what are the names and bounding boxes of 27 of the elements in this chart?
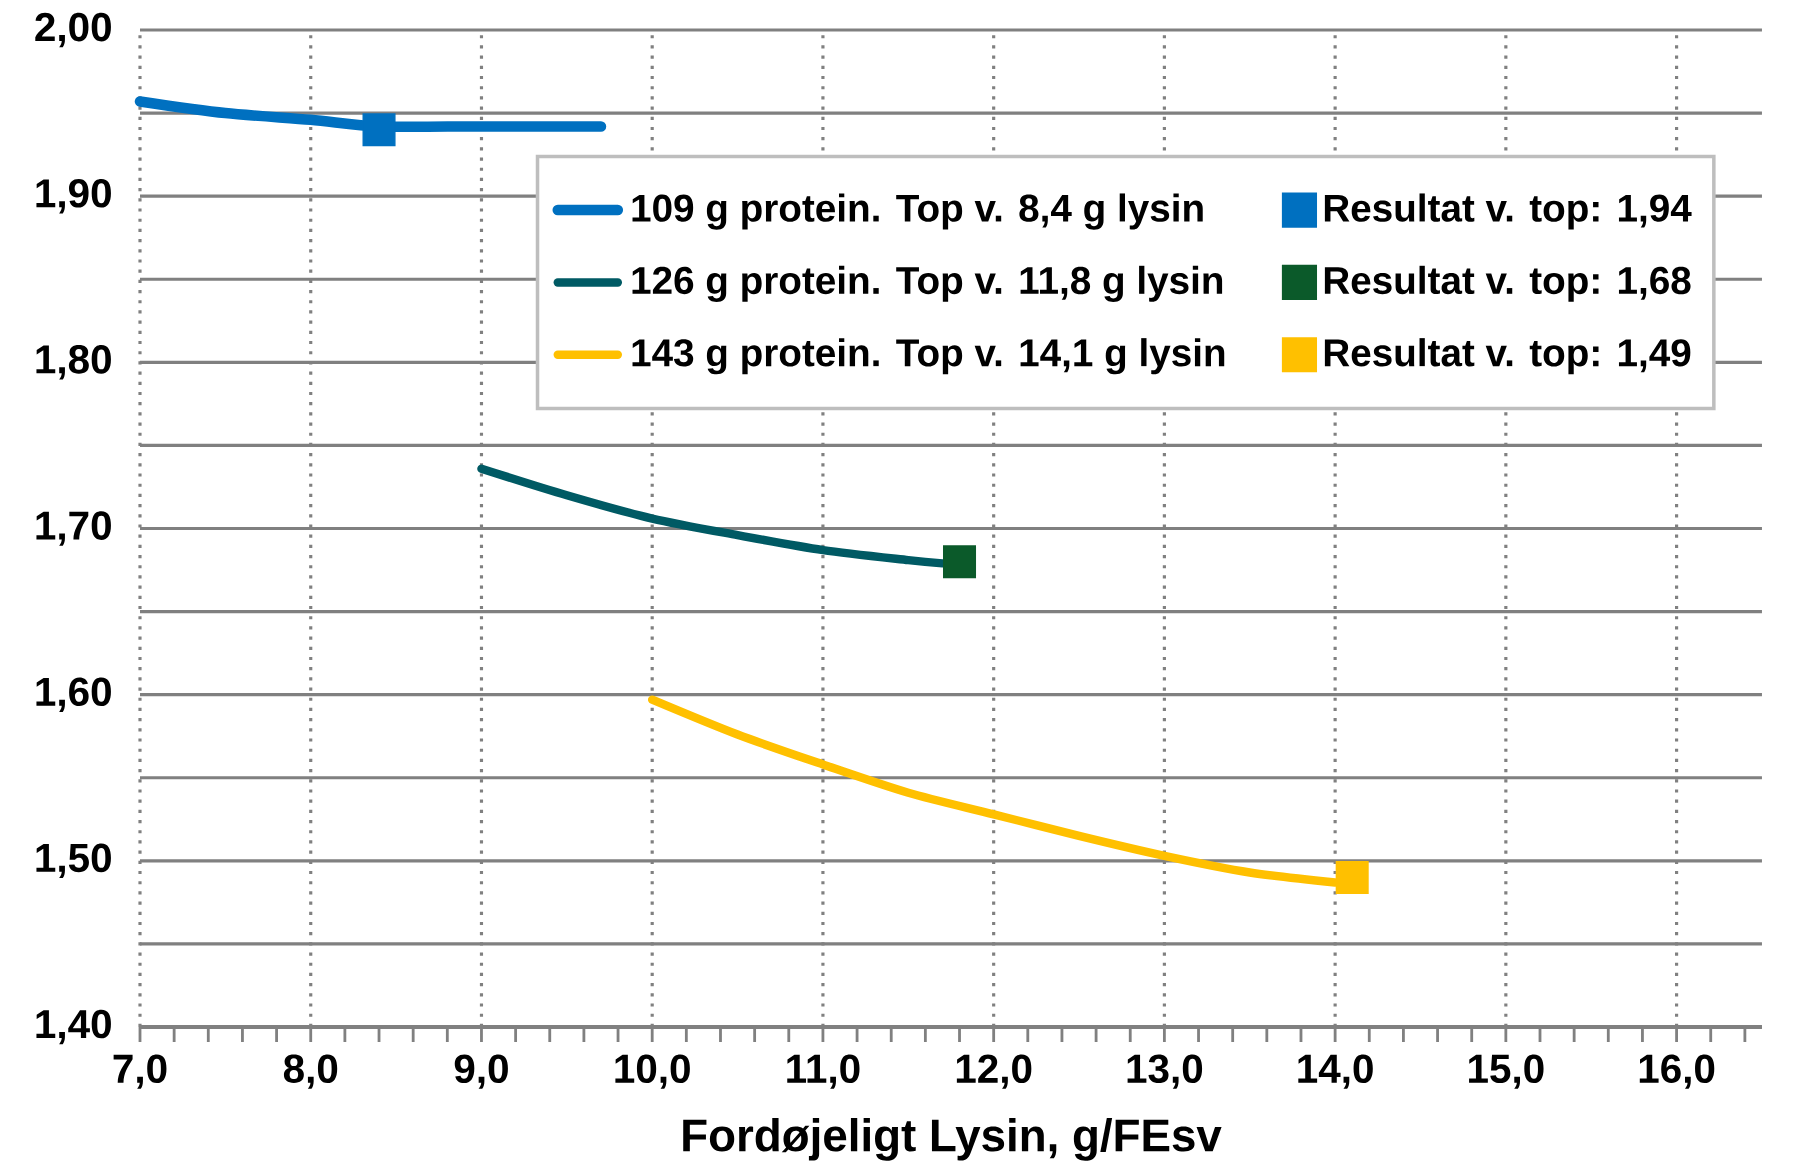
y-tick-label: 1,40 [36,1009,111,1045]
x-tick-label: 15,0 [1469,1054,1544,1089]
legend-label: 109 g protein. Top v. 8,4 g lysin [632,193,1203,230]
x-tick-label: 12,0 [956,1054,1032,1089]
legend-label: 143 g protein. Top v. 14,1 g lysin [632,338,1225,375]
point [1335,860,1369,894]
y-tick-label: 1,90 [36,178,111,214]
y-tick-label: 1,60 [36,677,111,712]
x-tick-label: 10,0 [615,1054,690,1089]
y-tick-label: 1,70 [36,511,111,546]
x-tick-label: 11,0 [787,1054,860,1089]
y-tick-label: 1,50 [36,843,111,879]
legend-label: Resultat v. top: 1,49 [1324,338,1691,375]
x-tick-label: 7,0 [113,1054,167,1089]
point [942,545,977,579]
x-tick-label: 9,0 [454,1054,508,1089]
x-tick-label: 14,0 [1298,1054,1373,1089]
y-tick-label: 2,00 [35,12,111,48]
legend-label: Resultat v. top: 1,94 [1324,193,1692,230]
y-tick-label: 1,80 [36,345,111,380]
x-tick-label: 13,0 [1127,1054,1203,1089]
point [362,113,396,147]
x-tick-label: 8,0 [283,1054,338,1089]
legend-label: 126 g protein. Top v. 11,8 g lysin [632,265,1223,302]
legend-label: Resultat v. top: 1,68 [1324,265,1691,302]
x-axis-title: Fordøjeligt Lysin, g/FEsv [683,1118,1222,1161]
x-tick-label: 16,0 [1639,1054,1715,1089]
